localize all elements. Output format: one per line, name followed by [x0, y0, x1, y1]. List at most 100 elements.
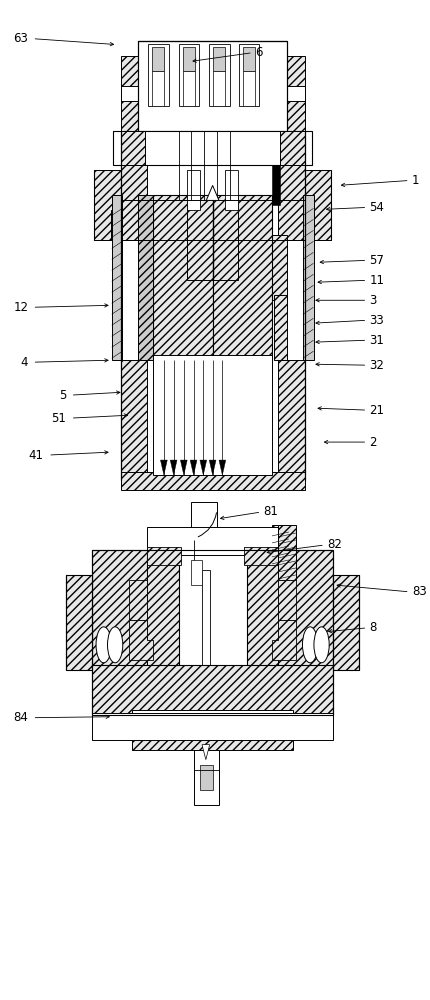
Text: 83: 83 — [412, 585, 427, 598]
Circle shape — [314, 627, 329, 663]
Polygon shape — [219, 460, 226, 475]
Text: 11: 11 — [369, 274, 384, 287]
Bar — [303, 195, 313, 360]
Bar — [272, 165, 280, 205]
Polygon shape — [209, 460, 216, 475]
Bar — [194, 727, 219, 805]
Text: 57: 57 — [369, 254, 384, 267]
Bar — [147, 547, 181, 565]
Bar — [121, 56, 144, 131]
Bar — [121, 86, 144, 101]
Polygon shape — [160, 460, 167, 475]
Bar — [187, 170, 200, 210]
Bar — [179, 535, 246, 730]
Bar — [138, 41, 287, 131]
Polygon shape — [206, 185, 219, 200]
Bar — [281, 56, 304, 131]
Bar — [179, 44, 199, 106]
Bar — [138, 41, 148, 131]
Polygon shape — [272, 620, 296, 660]
Bar — [132, 710, 293, 730]
Bar — [243, 47, 255, 71]
Polygon shape — [94, 170, 121, 240]
Bar — [153, 355, 272, 475]
Bar — [121, 165, 147, 240]
Bar — [277, 41, 287, 131]
Bar — [202, 570, 210, 745]
Bar — [187, 195, 238, 280]
Bar — [272, 525, 289, 565]
Polygon shape — [278, 580, 296, 620]
Bar — [272, 235, 287, 300]
Text: 32: 32 — [369, 359, 384, 372]
Bar — [138, 295, 151, 360]
Polygon shape — [304, 170, 331, 240]
Polygon shape — [202, 745, 210, 760]
Bar — [147, 527, 278, 555]
Bar — [243, 71, 255, 106]
Circle shape — [108, 627, 123, 663]
Circle shape — [302, 627, 318, 663]
Bar — [183, 47, 195, 71]
Text: 54: 54 — [369, 201, 384, 214]
Text: 41: 41 — [28, 449, 43, 462]
Polygon shape — [129, 620, 153, 660]
Bar — [278, 550, 333, 670]
Polygon shape — [94, 170, 121, 240]
Bar — [239, 44, 259, 106]
Text: 81: 81 — [264, 505, 278, 518]
Text: 3: 3 — [369, 294, 377, 307]
Bar — [153, 71, 164, 106]
Bar — [278, 525, 296, 580]
Text: 33: 33 — [369, 314, 384, 327]
Bar — [148, 44, 169, 106]
Polygon shape — [181, 460, 187, 475]
Text: 12: 12 — [13, 301, 28, 314]
Bar — [92, 550, 147, 670]
Bar — [121, 131, 145, 180]
Bar — [92, 713, 333, 740]
Bar — [66, 575, 92, 670]
Bar — [278, 360, 304, 480]
Bar — [213, 71, 225, 106]
Bar — [212, 195, 272, 360]
Bar — [147, 550, 179, 715]
Bar — [244, 547, 278, 565]
Bar — [153, 195, 212, 360]
Bar — [191, 502, 217, 540]
Bar — [92, 665, 333, 715]
Bar — [138, 195, 153, 360]
Bar — [113, 131, 312, 165]
Circle shape — [96, 627, 111, 663]
Text: 6: 6 — [255, 46, 262, 59]
Bar — [246, 550, 278, 715]
Bar — [281, 86, 304, 101]
Bar — [274, 295, 287, 360]
Bar — [187, 535, 221, 545]
Text: 2: 2 — [369, 436, 377, 449]
Polygon shape — [200, 460, 207, 475]
Text: 1: 1 — [412, 174, 419, 187]
Bar — [183, 71, 195, 106]
Text: 51: 51 — [52, 412, 66, 425]
Bar — [278, 165, 304, 240]
Bar — [209, 44, 230, 106]
Bar — [280, 131, 304, 180]
Bar — [121, 472, 304, 490]
Bar — [132, 728, 293, 750]
Bar — [121, 360, 147, 480]
Text: 31: 31 — [369, 334, 384, 347]
Text: 4: 4 — [21, 356, 28, 369]
Text: 8: 8 — [369, 621, 377, 634]
Text: 84: 84 — [13, 711, 28, 724]
Polygon shape — [304, 170, 331, 240]
Text: 82: 82 — [327, 538, 342, 551]
Bar — [138, 235, 153, 300]
Text: 21: 21 — [369, 404, 384, 417]
Bar — [225, 170, 238, 210]
Polygon shape — [191, 560, 202, 585]
Polygon shape — [170, 460, 177, 475]
Bar — [213, 47, 225, 71]
Bar — [200, 765, 212, 790]
Bar — [333, 575, 359, 670]
